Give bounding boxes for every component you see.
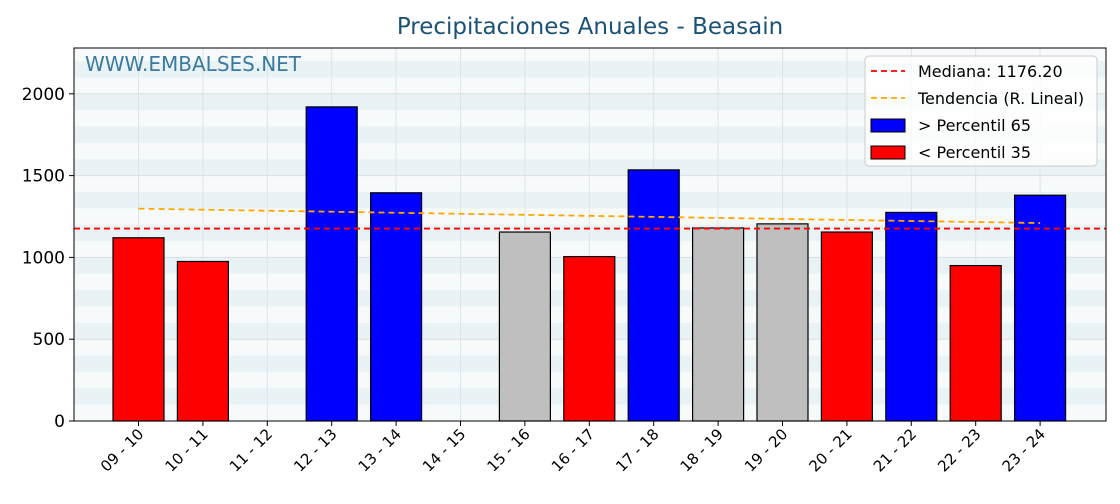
x-tick-label: 14 - 15: [419, 425, 469, 475]
legend-box: [864, 55, 1098, 167]
x-tick-label: 09 - 10: [97, 425, 147, 475]
bars-group: [112, 106, 1067, 422]
x-tick-label: 13 - 14: [355, 425, 405, 475]
plot-frame: [73, 47, 1107, 422]
bar-20-21: [820, 231, 874, 422]
legend-label: Mediana: 1176.20: [918, 62, 1063, 81]
reference-lines: [74, 207, 1106, 230]
y-tick-label: 0: [54, 412, 65, 432]
y-tick-label: 500: [33, 330, 65, 350]
bar-10-11: [176, 260, 229, 422]
bar-22-23: [949, 264, 1002, 422]
x-tick-label: 17 - 18: [612, 425, 662, 475]
bar-15-16: [498, 231, 551, 422]
bar-23-24: [1013, 194, 1067, 422]
x-tick-label: 18 - 19: [677, 425, 727, 475]
x-tick-label: 10 - 11: [161, 425, 211, 475]
y-tick-label: 1000: [22, 248, 65, 268]
bar-17-18: [627, 169, 680, 422]
x-tick-label: 16 - 17: [548, 425, 598, 475]
bar-19-20: [756, 223, 809, 422]
legend: Mediana: 1176.20 Tendencia (R. Lineal) > …: [864, 55, 1098, 167]
x-tick-label: 23 - 24: [999, 425, 1049, 475]
y-tick-label: 1500: [22, 167, 65, 187]
x-tick-label: 22 - 23: [934, 425, 984, 475]
bar-16-17: [563, 255, 616, 422]
background-stripe: [74, 224, 1106, 242]
legend-label: > Percentil 65: [918, 116, 1031, 135]
watermark: WWW.EMBALSES.NET: [85, 52, 302, 76]
x-tick-label: 19 - 20: [741, 425, 791, 475]
legend-color-swatch: [870, 118, 906, 133]
x-tick-label: 21 - 22: [870, 425, 920, 475]
x-tick-label: 20 - 21: [805, 425, 855, 475]
bar-21-22: [885, 211, 938, 422]
bar-18-19: [691, 227, 745, 422]
legend-color-swatch: [870, 145, 906, 160]
bar-12-13: [305, 106, 358, 422]
bar-09-10: [112, 237, 165, 422]
x-tick-label: 15 - 16: [483, 425, 533, 475]
y-tick-label: 2000: [22, 85, 65, 105]
chart-title: Precipitaciones Anuales - Beasain: [397, 14, 783, 40]
background-stripe: [74, 191, 1106, 209]
trend-line: [138, 207, 1041, 224]
legend-label: < Percentil 35: [918, 143, 1031, 162]
bar-13-14: [370, 192, 423, 422]
x-tick-label: 11 - 12: [226, 425, 276, 475]
legend-label: Tendencia (R. Lineal): [917, 89, 1084, 108]
x-tick-label: 12 - 13: [290, 425, 340, 475]
